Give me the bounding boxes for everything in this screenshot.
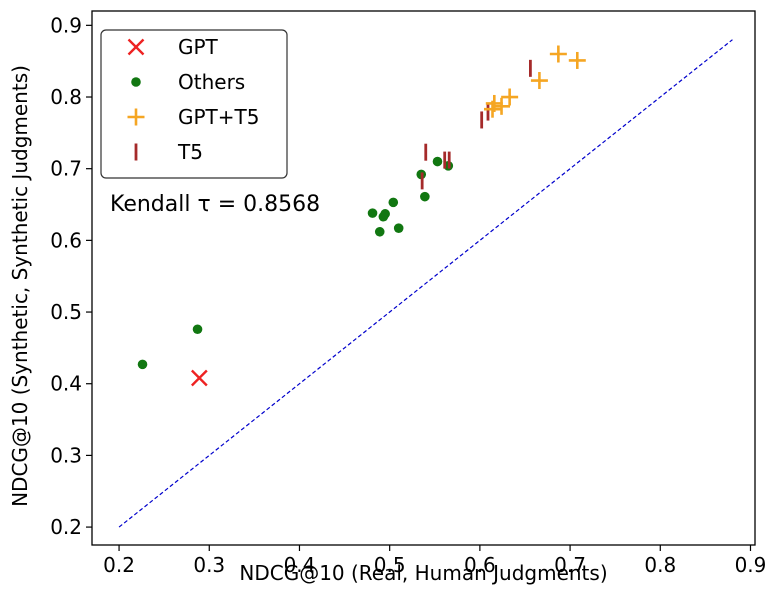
gpt-t5-point [485,94,503,112]
others-point [388,197,399,208]
legend: GPT Others GPT+T5 T5 [100,29,288,179]
others-point [374,226,385,237]
legend-box [100,29,288,179]
y-tick-label: 0.8 [50,85,82,109]
legend-label-others: Others [178,70,245,94]
legend-label-gpt-t5: GPT+T5 [178,105,259,129]
others-point [192,324,203,335]
x-tick-label: 0.6 [464,553,496,577]
legend-label-t5: T5 [177,140,203,164]
y-tick-label: 0.3 [50,443,82,467]
gpt-point [190,369,208,387]
gpt-t5-point [549,45,567,63]
reference-diagonal-line [118,39,733,528]
x-tick-label: 0.2 [103,553,135,577]
y-tick-label: 0.5 [50,300,82,324]
others-point [380,209,390,219]
y-tick-label: 0.9 [50,13,82,37]
legend-label-gpt: GPT [178,35,219,59]
y-tick-label: 0.7 [50,157,82,181]
legend-marker-gpt-t5 [127,108,145,126]
x-tick-label: 0.5 [374,553,406,577]
gpt-t5-point [568,51,586,69]
plot-frame [91,10,756,546]
others-point [420,191,430,202]
legend-marker-gpt [127,38,145,56]
gpt-t5-point [493,97,511,115]
y-tick-label: 0.6 [50,228,82,252]
gpt-t5-point [530,72,548,90]
x-tick-label: 0.3 [193,553,225,577]
data-points [137,45,586,387]
others-point [137,359,148,370]
others-point [393,223,404,233]
x-tick-label: 0.7 [554,553,586,577]
axis-ticks: 0.2 0.3 0.4 0.5 0.6 0.7 0.8 0.9 0.2 0.3 0.4 0.5 0.6 0… [50,13,765,577]
others-point [367,208,378,218]
kendall-tau-annotation: Kendall τ = 0.8568 [110,192,320,217]
y-tick-label: 0.4 [50,372,82,396]
x-tick-label: 0.4 [284,553,316,577]
legend-marker-others [131,77,141,87]
others-point [432,156,443,167]
y-tick-label: 0.2 [50,515,82,539]
x-tick-label: 0.9 [735,553,765,577]
gpt-t5-point [501,88,519,106]
x-axis-label: NDCG@10 (Real, Human Judgments) [239,561,607,585]
x-tick-label: 0.8 [644,553,676,577]
y-axis-label: NDCG@10 (Synthetic, Synthetic Judgments) [8,65,32,507]
